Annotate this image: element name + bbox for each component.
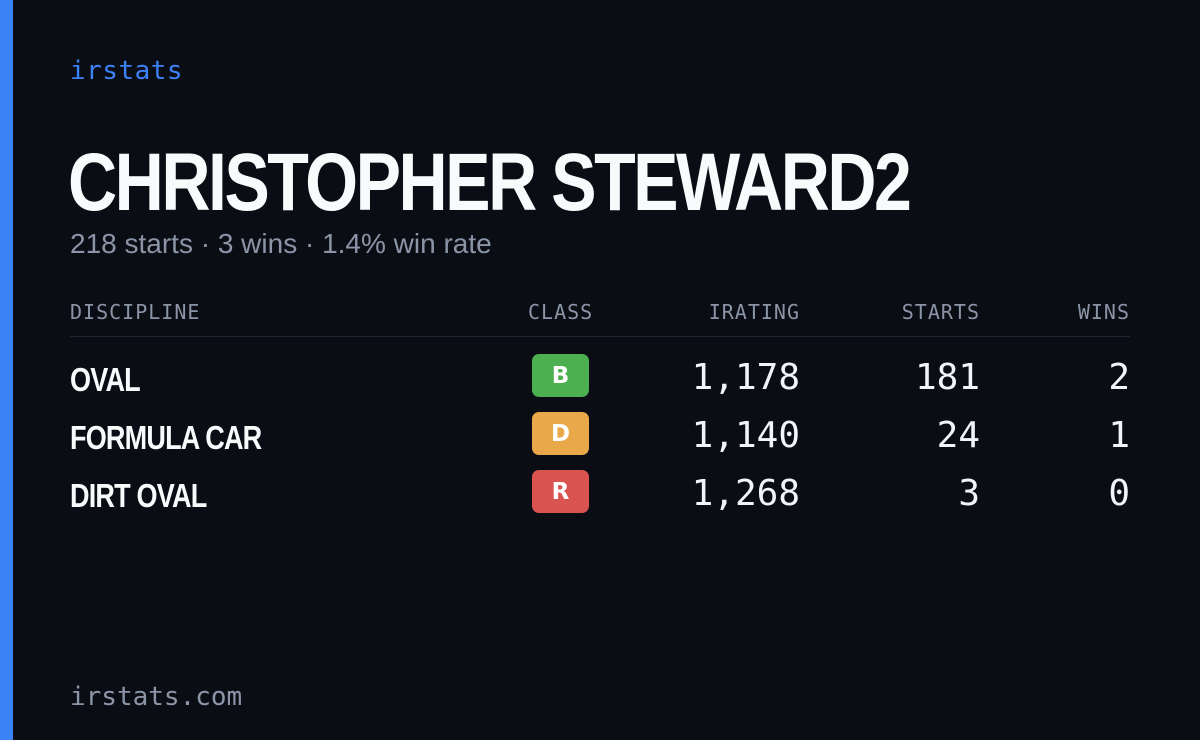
table-row: OVAL B 1,178 181 2 [70, 354, 1130, 405]
header-class: CLASS [528, 300, 594, 324]
driver-summary: 218 starts · 3 wins · 1.4% win rate [70, 228, 492, 259]
class-badge: B [532, 354, 589, 397]
table-header: DISCIPLINE CLASS IRATING STARTS WINS [70, 300, 1130, 337]
wins-value: 2 [1108, 357, 1130, 398]
irating-value: 1,140 [691, 415, 800, 456]
irating-value: 1,268 [691, 473, 800, 514]
footer-url: irstats.com [70, 682, 243, 712]
wins-value: 1 [1108, 415, 1130, 456]
class-badge: D [532, 412, 589, 455]
brand-logo: irstats [70, 56, 184, 86]
wins-value: 0 [1108, 473, 1130, 514]
starts-value: 181 [914, 357, 980, 398]
class-badge: R [532, 470, 589, 513]
table-row: DIRT OVAL R 1,268 3 0 [70, 470, 1130, 521]
discipline-name: FORMULA CAR [70, 419, 262, 456]
accent-bar [0, 0, 13, 740]
header-discipline: DISCIPLINE [70, 300, 201, 324]
header-starts: STARTS [901, 300, 980, 324]
discipline-name: OVAL [70, 361, 141, 398]
starts-value: 24 [936, 415, 980, 456]
discipline-name: DIRT OVAL [70, 477, 207, 514]
irating-value: 1,178 [691, 357, 800, 398]
starts-value: 3 [958, 473, 980, 514]
driver-name: CHRISTOPHER STEWARD2 [68, 137, 912, 228]
table-row: FORMULA CAR D 1,140 24 1 [70, 412, 1130, 463]
header-irating: IRATING [708, 300, 800, 324]
header-wins: WINS [1077, 300, 1130, 324]
